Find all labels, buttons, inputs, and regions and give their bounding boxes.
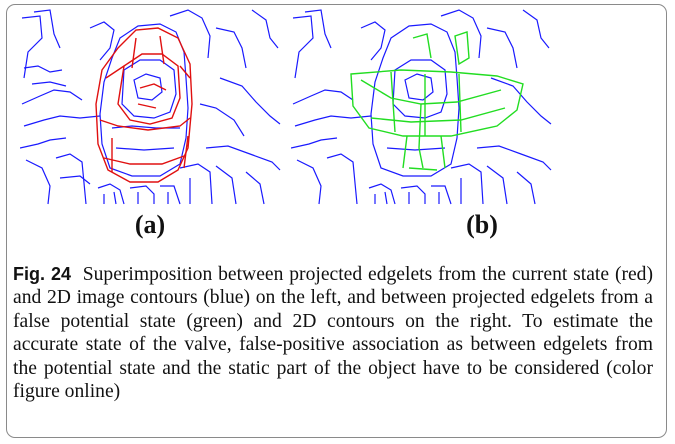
blue-contours bbox=[20, 9, 281, 205]
caption-text: Superimposition between projected edgele… bbox=[13, 264, 654, 403]
panel-b-edges bbox=[291, 9, 552, 205]
panel-b-label: (b) bbox=[466, 210, 498, 239]
panel-a-label: (a) bbox=[134, 210, 166, 239]
figure-caption: Fig. 24 Superimposition between projecte… bbox=[13, 263, 653, 403]
figure-number: Fig. 24 bbox=[13, 264, 71, 284]
panel-a-edges bbox=[20, 9, 281, 205]
red-edgelets bbox=[95, 27, 193, 183]
panel-b-image bbox=[291, 8, 553, 205]
panel-a-image bbox=[20, 8, 282, 205]
green-edgelets bbox=[350, 31, 524, 171]
